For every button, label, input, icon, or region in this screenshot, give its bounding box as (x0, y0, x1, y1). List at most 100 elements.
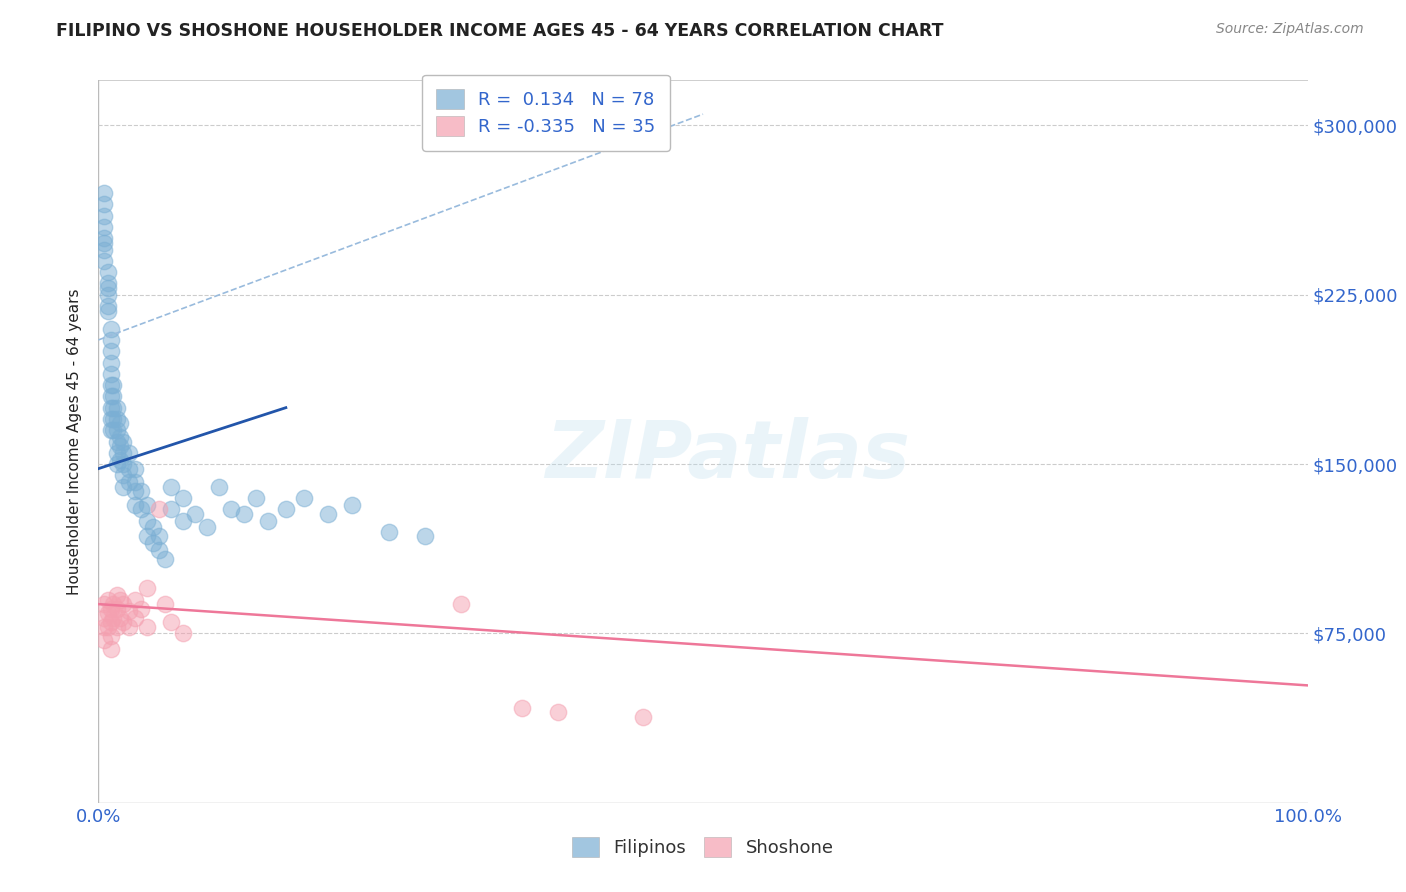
Point (292, 491, 315, 505)
Point (111, 615, 134, 630)
Point (129, 502, 152, 516)
Point (97, 281, 120, 295)
Point (111, 597, 134, 611)
Point (93, 209, 115, 223)
Point (124, 592, 146, 607)
Point (148, 529, 170, 543)
Point (100, 401, 122, 415)
Point (232, 507, 254, 521)
Point (111, 468, 134, 483)
Point (93, 597, 115, 611)
Point (105, 423, 128, 437)
Point (316, 507, 339, 521)
Point (101, 389, 124, 403)
Point (135, 620, 157, 634)
Point (100, 355, 122, 369)
Point (172, 626, 194, 640)
Point (160, 615, 183, 630)
Point (97, 592, 120, 607)
Point (148, 502, 170, 516)
Point (129, 601, 152, 615)
Point (93, 633, 115, 648)
Point (118, 604, 141, 618)
Point (135, 498, 157, 512)
Point (631, 710, 654, 724)
Point (93, 231, 115, 245)
Point (97, 303, 120, 318)
Point (111, 480, 134, 494)
Point (108, 452, 131, 467)
Point (124, 475, 146, 490)
Point (93, 186, 115, 201)
Point (108, 430, 131, 444)
Point (111, 457, 134, 471)
Point (93, 243, 115, 257)
Point (184, 507, 207, 521)
Point (124, 610, 146, 624)
Point (377, 524, 399, 539)
Point (105, 434, 128, 449)
Point (118, 620, 141, 634)
Point (93, 220, 115, 235)
Point (97, 277, 120, 291)
Point (97, 620, 120, 634)
Point (135, 514, 157, 528)
Point (100, 367, 122, 381)
Point (111, 434, 134, 449)
Point (100, 333, 122, 347)
Point (118, 475, 141, 490)
Point (97, 265, 120, 279)
Point (105, 601, 128, 615)
Point (124, 461, 146, 475)
Point (221, 502, 243, 516)
Point (100, 344, 122, 359)
Point (245, 491, 267, 505)
Point (172, 491, 194, 505)
Point (342, 498, 364, 512)
Point (195, 520, 218, 534)
Point (100, 615, 122, 630)
Point (100, 642, 122, 657)
Point (93, 610, 115, 624)
Point (108, 592, 131, 607)
Point (450, 597, 472, 611)
Point (108, 610, 131, 624)
Point (274, 502, 297, 516)
Point (100, 601, 122, 615)
Point (124, 498, 146, 512)
Point (105, 588, 128, 602)
Point (100, 321, 122, 335)
Point (97, 287, 120, 301)
Point (172, 514, 194, 528)
Text: Source: ZipAtlas.com: Source: ZipAtlas.com (1216, 22, 1364, 37)
Point (160, 480, 183, 494)
Point (153, 552, 176, 566)
Point (93, 235, 115, 250)
Point (413, 529, 436, 543)
Point (160, 502, 183, 516)
Point (100, 629, 122, 643)
Point (111, 446, 134, 460)
Point (256, 514, 278, 528)
Point (142, 520, 165, 534)
Point (124, 484, 146, 499)
Point (135, 582, 157, 596)
Point (101, 423, 124, 437)
Point (135, 529, 157, 543)
Point (100, 389, 122, 403)
Point (100, 423, 122, 437)
Point (101, 401, 124, 415)
Point (93, 253, 115, 268)
Point (148, 542, 170, 557)
Point (105, 401, 128, 415)
Point (108, 417, 131, 431)
Point (105, 412, 128, 426)
Point (93, 620, 115, 634)
Point (100, 378, 122, 392)
Point (101, 597, 124, 611)
Point (97, 606, 120, 620)
Point (105, 446, 128, 460)
Text: ZIPatlas: ZIPatlas (544, 417, 910, 495)
Point (97, 299, 120, 313)
Point (129, 484, 152, 499)
